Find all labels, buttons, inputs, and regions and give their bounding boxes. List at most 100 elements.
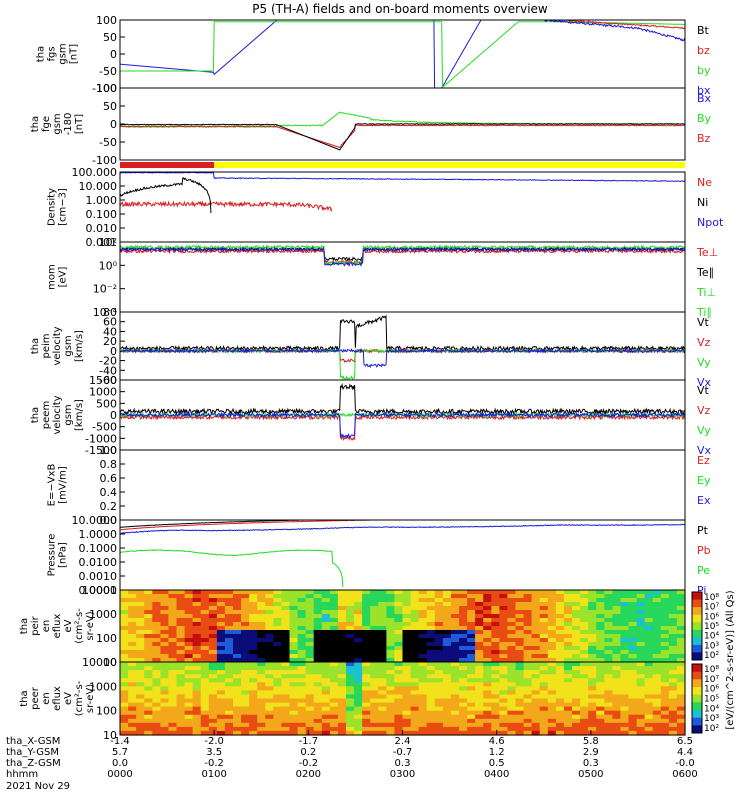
spectrogram-cell — [434, 690, 444, 696]
spectrogram-cell — [370, 642, 379, 647]
spectrogram-cell — [475, 654, 484, 659]
spectrogram-cell — [354, 662, 363, 667]
spectrogram-cell — [305, 658, 315, 663]
spectrogram-cell — [128, 622, 137, 627]
spectrogram-cell — [531, 678, 541, 683]
spectrogram-cell — [378, 658, 387, 663]
spectrogram-cell — [200, 594, 210, 599]
spectrogram-cell — [620, 590, 630, 595]
spectrogram-cell — [483, 618, 492, 623]
spectrogram-cell — [144, 646, 153, 651]
spectrogram-cell — [644, 610, 654, 615]
y-tick-label: 10000 — [82, 656, 117, 669]
spectrogram-cell — [660, 662, 670, 667]
spectrogram-cell — [168, 634, 178, 639]
spectrogram-cell — [531, 614, 541, 619]
spectrogram-cell — [612, 614, 622, 619]
spectrogram-cell — [563, 686, 573, 691]
spectrogram-cell — [596, 674, 605, 679]
spectrogram-cell — [588, 618, 597, 623]
panel-frame — [119, 311, 686, 381]
spectrogram-cell — [362, 686, 371, 691]
spectrogram-cell — [160, 706, 170, 712]
spectrogram-cell — [362, 718, 371, 724]
spectrogram-cell — [652, 650, 662, 655]
spectrogram-cell — [289, 598, 299, 603]
spectrogram-cell — [402, 594, 412, 599]
spectrogram-cell — [192, 714, 202, 720]
spectrogram-cell — [636, 682, 646, 687]
spectrogram-cell — [208, 662, 218, 667]
y-axis-label: [nT] — [74, 114, 85, 134]
spectrogram-cell — [668, 594, 678, 599]
spectrogram-cell — [539, 590, 549, 595]
spectrogram-cell — [442, 670, 452, 675]
spectrogram-cell — [216, 594, 226, 599]
spectrogram-cell — [620, 634, 630, 639]
spectrogram-cell — [233, 610, 242, 615]
spectrogram-cell — [620, 694, 630, 700]
spectrogram-cell — [499, 650, 509, 655]
y-tick-label: 0.0001 — [79, 584, 118, 597]
spectrogram-cell — [265, 694, 274, 700]
spectrogram-cell — [224, 662, 234, 667]
spectrogram-cell — [281, 726, 291, 732]
spectrogram-cell — [329, 710, 339, 716]
spectrogram-cell — [144, 706, 153, 712]
spectrogram-cell — [515, 690, 525, 696]
spectrogram-cell — [378, 674, 387, 679]
spectrogram-cell — [467, 642, 476, 647]
spectrogram-cell — [628, 658, 638, 663]
colorbar-segment — [692, 725, 702, 734]
spectrogram-cell — [297, 722, 307, 728]
spectrogram-cell — [224, 666, 234, 671]
spectrogram-cell — [249, 614, 258, 619]
spectrogram-cell — [426, 606, 436, 611]
spectrogram-cell — [378, 670, 387, 675]
spectrogram-cell — [483, 602, 492, 607]
spectrogram-cell — [580, 722, 589, 728]
spectrogram-cell — [321, 634, 331, 639]
spectrogram-cell — [491, 606, 500, 611]
spectrogram-cell — [160, 626, 170, 631]
spectrogram-cell — [596, 654, 605, 659]
spectrogram-cell — [467, 646, 476, 651]
spectrogram-cell — [572, 706, 581, 712]
spectrogram-cell — [483, 682, 492, 687]
spectrogram-cell — [547, 614, 557, 619]
spectrogram-cell — [467, 622, 476, 627]
spectrogram-cell — [289, 666, 299, 671]
spectrogram-cell — [515, 662, 525, 667]
spectrogram-cell — [354, 682, 363, 687]
spectrogram-cell — [418, 654, 428, 659]
spectrogram-cell — [337, 658, 347, 663]
spectrogram-cell — [168, 618, 178, 623]
spectrogram-cell — [612, 602, 622, 607]
spectrogram-cell — [442, 722, 452, 728]
spectrogram-cell — [652, 602, 662, 607]
spectrogram-cell — [265, 654, 274, 659]
spectrogram-cell — [120, 698, 129, 704]
spectrogram-cell — [216, 618, 226, 623]
spectrogram-cell — [555, 626, 565, 631]
spectrogram-cell — [475, 686, 484, 691]
colorbar-tick: 10⁵ — [704, 622, 719, 632]
spectrogram-cell — [523, 634, 533, 639]
spectrogram-cell — [652, 730, 662, 736]
spectrogram-cell — [491, 614, 500, 619]
spectrogram-cell — [596, 714, 605, 720]
spectrogram-cell — [321, 722, 331, 728]
spectrogram-cell — [547, 666, 557, 671]
spectrogram-cell — [547, 722, 557, 728]
spectrogram-cell — [136, 694, 145, 700]
legend-Vz: Vz — [697, 404, 711, 417]
spectrogram-cell — [200, 646, 210, 651]
spectrogram-cell — [257, 594, 266, 599]
x-col-z: 0.3 — [583, 758, 599, 769]
spectrogram-cell — [297, 730, 307, 736]
spectrogram-cell — [233, 626, 242, 631]
spectrogram-cell — [596, 702, 605, 708]
spectrogram-cell — [620, 718, 630, 724]
spectrogram-cell — [184, 642, 194, 647]
spectrogram-cell — [354, 674, 363, 679]
